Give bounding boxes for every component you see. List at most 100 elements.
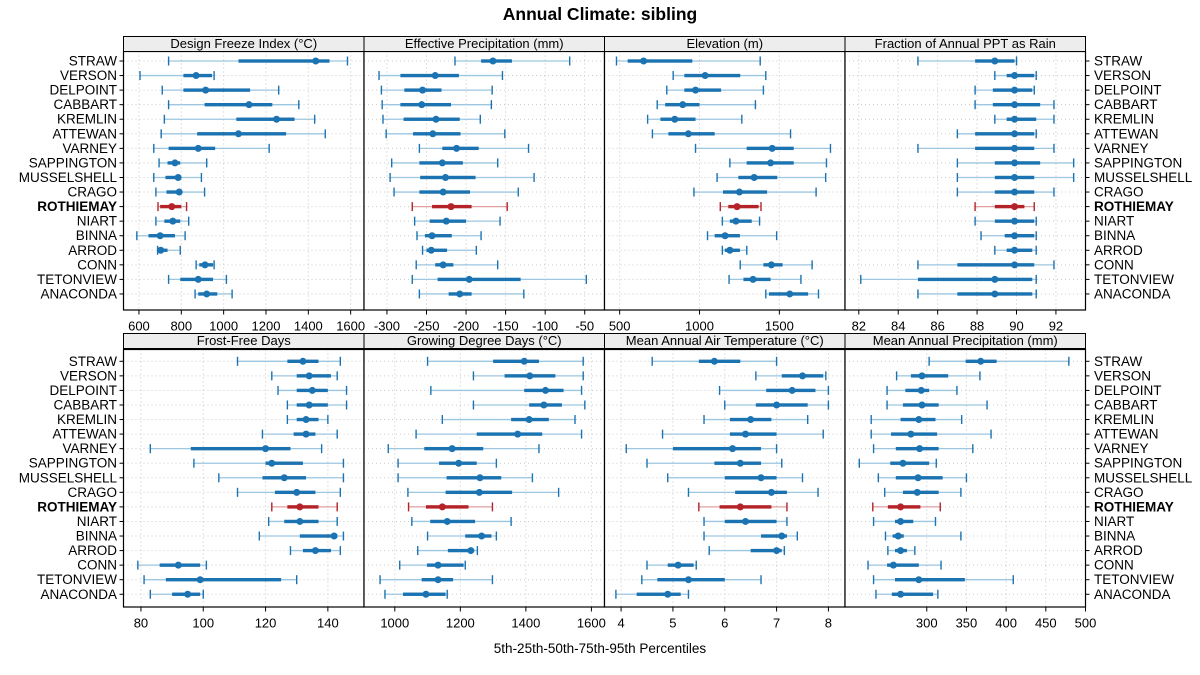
median-dot bbox=[640, 57, 648, 65]
station-label-right: MUSSELSHELL bbox=[1094, 470, 1193, 485]
iqr-bar bbox=[729, 219, 752, 223]
station-label-right: VERSON bbox=[1094, 68, 1151, 83]
median-dot bbox=[1011, 101, 1019, 109]
median-dot bbox=[478, 532, 486, 540]
station-label-left: DELPOINT bbox=[49, 383, 117, 398]
iqr-bar bbox=[446, 476, 502, 480]
station-label-left: SAPPINGTON bbox=[29, 456, 117, 471]
station-label-right: ATTEWAN bbox=[1094, 126, 1159, 141]
x-tick-label: 140 bbox=[317, 616, 339, 631]
station-label-left: TETONVIEW bbox=[37, 272, 117, 287]
station-label-right: SAPPINGTON bbox=[1094, 155, 1182, 170]
median-dot bbox=[273, 115, 281, 123]
median-dot bbox=[684, 130, 692, 138]
median-dot bbox=[431, 72, 439, 80]
median-dot bbox=[305, 401, 313, 409]
station-label-right: CRAGO bbox=[1094, 485, 1144, 500]
median-dot bbox=[174, 173, 182, 181]
median-dot bbox=[308, 386, 316, 394]
median-dot bbox=[234, 130, 242, 138]
station-label-left: VERSON bbox=[60, 368, 117, 383]
median-dot bbox=[1011, 246, 1019, 254]
x-tick-label: 92 bbox=[1049, 319, 1063, 334]
panel-strip bbox=[844, 36, 1086, 52]
panel: 82 84 86 88 90 92 Fraction of Annual PPT as Ra… bbox=[844, 36, 1087, 334]
median-dot bbox=[914, 474, 922, 482]
median-dot bbox=[701, 72, 709, 80]
station-label-left: STRAW bbox=[69, 54, 118, 69]
iqr-bar bbox=[299, 534, 338, 538]
median-dot bbox=[721, 232, 729, 240]
panel: 300 350 400 450 500 Mean Annual Precipitation… bbox=[844, 333, 1096, 631]
iqr-bar bbox=[236, 117, 295, 121]
panel: 4 5 6 7 8 Mean Annual Air Temperature (°C) bbox=[603, 333, 846, 631]
iqr-bar bbox=[917, 277, 1033, 282]
panel: 1000 1200 1400 1600 Growing Degree Days (°C) bbox=[363, 333, 606, 631]
median-dot bbox=[749, 275, 757, 283]
median-dot bbox=[991, 275, 999, 283]
median-dot bbox=[773, 401, 781, 409]
iqr-bar bbox=[1004, 234, 1035, 238]
station-label-left: ATTEWAN bbox=[53, 427, 118, 442]
station-label-left: ATTEWAN bbox=[53, 126, 118, 141]
iqr-bar bbox=[975, 132, 1035, 136]
median-dot bbox=[757, 474, 765, 482]
iqr-bar bbox=[887, 563, 919, 567]
median-dot bbox=[467, 547, 475, 555]
station-label-left: KREMLIN bbox=[57, 112, 117, 127]
median-dot bbox=[735, 188, 743, 196]
iqr-bar bbox=[166, 190, 182, 194]
x-tick-label: -200 bbox=[453, 319, 479, 334]
station-label-right: KREMLIN bbox=[1094, 112, 1154, 127]
x-tick-label: 4 bbox=[617, 616, 624, 631]
median-dot bbox=[525, 416, 533, 424]
iqr-bar bbox=[1006, 73, 1035, 78]
median-dot bbox=[434, 561, 442, 569]
median-dot bbox=[171, 159, 179, 167]
median-dot bbox=[432, 115, 440, 123]
median-dot bbox=[918, 401, 926, 409]
iqr-bar bbox=[724, 519, 777, 524]
iqr-bar bbox=[891, 592, 934, 596]
median-dot bbox=[889, 561, 897, 569]
x-tick-label: -100 bbox=[532, 319, 558, 334]
median-dot bbox=[786, 290, 794, 298]
median-dot bbox=[296, 503, 304, 511]
median-dot bbox=[767, 488, 775, 496]
median-dot bbox=[262, 445, 270, 453]
median-dot bbox=[302, 430, 310, 438]
iqr-bar bbox=[684, 73, 741, 78]
median-dot bbox=[299, 357, 307, 365]
iqr-bar bbox=[165, 578, 282, 582]
median-dot bbox=[767, 261, 775, 269]
median-dot bbox=[201, 261, 209, 269]
x-tick-label: 1200 bbox=[446, 616, 475, 631]
median-dot bbox=[439, 188, 447, 196]
iqr-bar bbox=[413, 132, 461, 136]
panel-background bbox=[364, 51, 605, 310]
median-dot bbox=[736, 503, 744, 511]
median-dot bbox=[203, 290, 211, 298]
station-label-right: CABBART bbox=[1094, 397, 1158, 412]
median-dot bbox=[302, 416, 310, 424]
median-dot bbox=[194, 275, 202, 283]
iqr-bar bbox=[400, 102, 452, 107]
median-dot bbox=[296, 517, 304, 525]
station-label-left: NIART bbox=[77, 514, 117, 529]
median-dot bbox=[202, 86, 210, 94]
x-tick-label: 1600 bbox=[577, 616, 606, 631]
median-dot bbox=[1011, 261, 1019, 269]
iqr-bar bbox=[168, 146, 216, 151]
median-dot bbox=[305, 372, 313, 380]
panel: 80 100 120 140 Frost-Free Days bbox=[122, 333, 365, 631]
station-label-right: VERSON bbox=[1094, 368, 1151, 383]
median-dot bbox=[434, 576, 442, 584]
median-dot bbox=[750, 173, 758, 181]
median-dot bbox=[1011, 130, 1019, 138]
iqr-bar bbox=[400, 73, 459, 78]
panel-border bbox=[844, 348, 1087, 608]
iqr-bar bbox=[265, 461, 303, 465]
iqr-bar bbox=[426, 248, 448, 252]
panel-background bbox=[123, 51, 364, 310]
iqr-bar bbox=[447, 548, 475, 553]
